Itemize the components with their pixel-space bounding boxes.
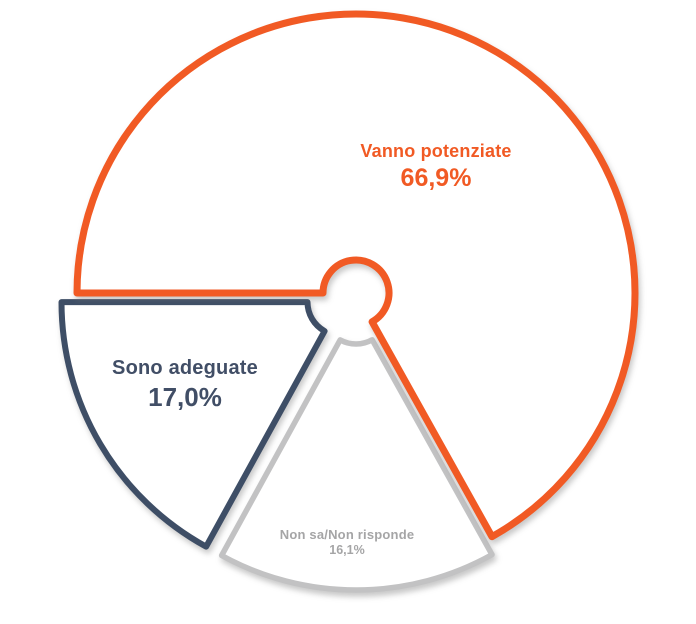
slice-value: 66,9% [400, 163, 472, 192]
slice-name: Sono adeguate [112, 357, 258, 379]
pie-slice-sono-adeguate [58, 299, 328, 550]
slice-name: Non sa/Non risponde [279, 527, 415, 542]
slice-value: 17,0% [148, 382, 222, 412]
slice-label-non-sa-non-risponde: Non sa/Non risponde 16,1% [280, 527, 415, 559]
pie-slice-non-sa-non-risponde [218, 337, 495, 593]
slice-value: 16,1% [329, 543, 365, 558]
slice-name: Vanno potenziate [360, 141, 512, 161]
slice-label-sono-adeguate: Sono adeguate 17,0% [112, 356, 258, 414]
pie-slice-vanno-potenziate [73, 10, 639, 541]
slice-label-vanno-potenziate: Vanno potenziate 66,9% [360, 140, 511, 194]
